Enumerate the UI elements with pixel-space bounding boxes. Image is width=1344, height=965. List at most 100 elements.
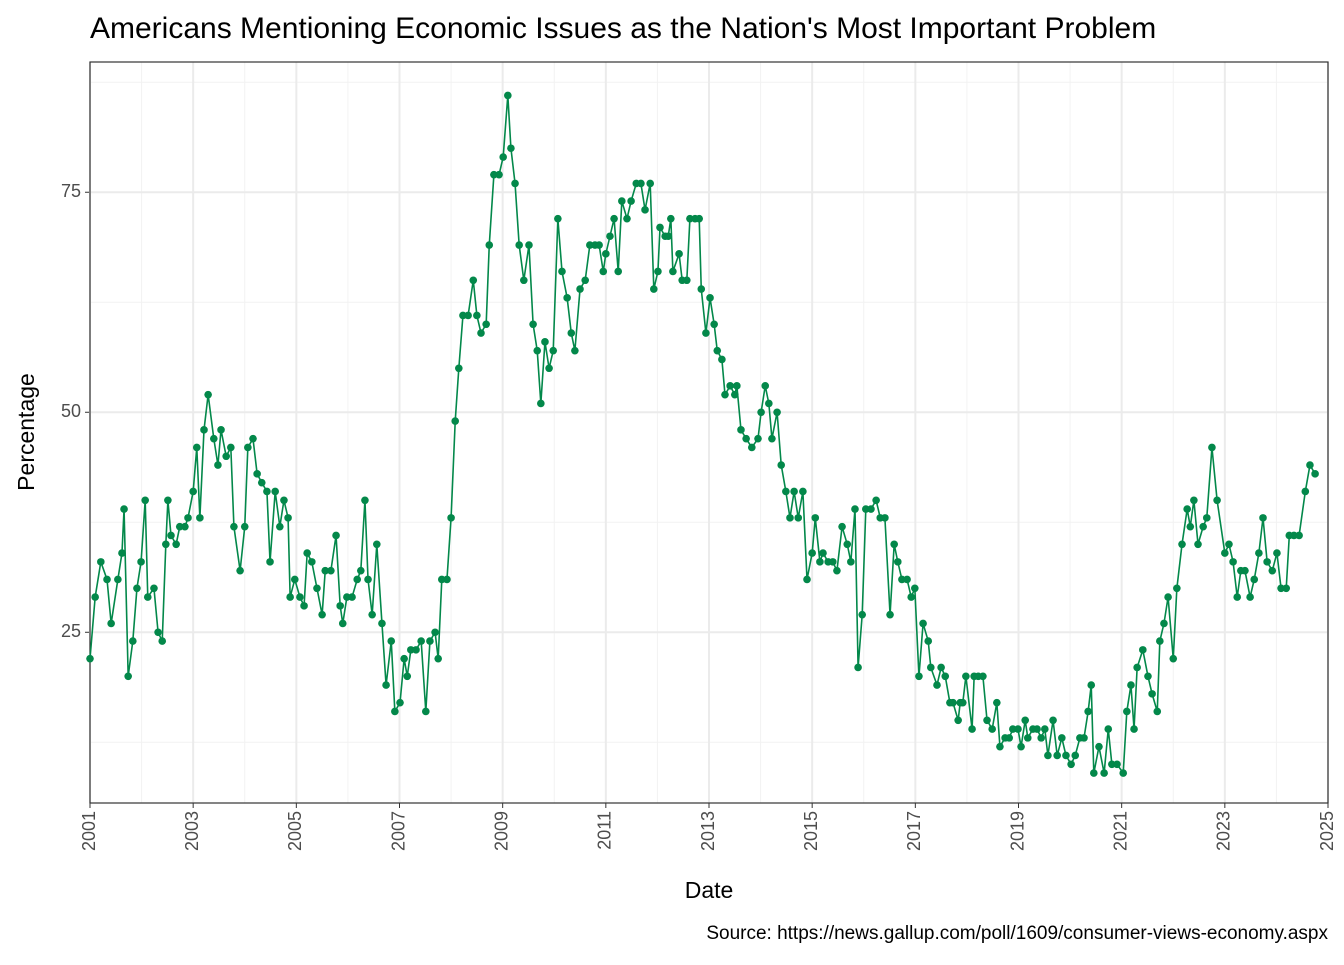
data-point <box>158 637 167 645</box>
data-point <box>919 619 927 628</box>
data-point <box>455 364 463 373</box>
data-point <box>204 390 212 399</box>
data-point <box>482 320 490 329</box>
data-point <box>308 558 316 566</box>
data-point <box>1014 725 1022 733</box>
data-point <box>290 575 299 584</box>
data-point <box>391 707 399 716</box>
data-point <box>993 698 1001 707</box>
data-point <box>1153 707 1162 716</box>
data-point <box>618 197 626 205</box>
data-point <box>911 584 919 593</box>
data-point <box>675 250 683 258</box>
data-point <box>777 461 786 469</box>
data-point <box>1144 672 1152 681</box>
data-point <box>124 672 132 681</box>
data-point <box>1071 751 1080 760</box>
x-tick-label: 2021 <box>1110 811 1130 851</box>
data-point <box>803 575 811 584</box>
data-point <box>477 329 485 337</box>
data-point <box>114 575 122 584</box>
data-point <box>754 434 762 443</box>
data-point <box>434 654 442 663</box>
data-point <box>507 144 515 153</box>
data-point <box>217 426 225 434</box>
data-point <box>794 514 803 522</box>
data-point <box>1183 505 1191 513</box>
x-tick-label: 2003 <box>182 811 202 851</box>
data-point <box>996 742 1004 751</box>
data-point <box>954 716 962 725</box>
y-tick-label: 75 <box>61 181 81 201</box>
data-point <box>431 628 439 637</box>
x-tick-label: 2019 <box>1007 811 1027 851</box>
data-point <box>937 663 945 672</box>
data-point <box>529 320 537 329</box>
data-point <box>1090 769 1098 777</box>
data-point <box>571 346 579 355</box>
data-point <box>563 294 571 302</box>
data-point <box>485 241 494 249</box>
data-point <box>332 531 340 540</box>
data-point <box>1044 751 1052 760</box>
data-point <box>103 575 111 584</box>
data-point <box>222 452 230 461</box>
data-point <box>838 522 846 531</box>
data-point <box>361 496 369 505</box>
data-point <box>733 382 741 390</box>
data-point <box>907 593 916 601</box>
data-point <box>710 320 718 329</box>
data-point <box>650 285 658 293</box>
x-tick-label: 2025 <box>1317 811 1337 851</box>
data-point <box>412 646 420 654</box>
data-point <box>1080 734 1088 742</box>
data-point <box>656 223 664 232</box>
data-point <box>541 338 549 346</box>
data-point <box>933 681 941 689</box>
data-point <box>799 487 807 496</box>
data-point <box>200 426 208 434</box>
data-point <box>515 241 523 249</box>
data-point <box>1199 522 1207 531</box>
data-point <box>1113 760 1121 769</box>
data-point <box>172 540 180 549</box>
data-point <box>1100 769 1108 777</box>
data-point <box>1104 725 1113 733</box>
data-point <box>664 232 673 241</box>
x-tick-label: 2001 <box>79 811 99 851</box>
x-tick-label: 2011 <box>595 811 615 850</box>
data-point <box>1017 742 1025 751</box>
data-point <box>847 558 855 566</box>
data-point <box>829 558 837 566</box>
data-point <box>958 698 967 707</box>
data-point <box>893 558 902 566</box>
data-point <box>761 382 770 390</box>
data-point <box>210 434 218 443</box>
data-point <box>1246 593 1254 601</box>
data-point <box>1229 558 1237 566</box>
data-point <box>353 575 362 584</box>
data-point <box>833 566 841 575</box>
data-point <box>504 91 512 100</box>
data-point <box>1178 540 1186 549</box>
data-point <box>382 681 390 689</box>
caption: Source: https://news.gallup.com/poll/160… <box>706 923 1328 944</box>
data-point <box>695 214 703 223</box>
data-point <box>1037 734 1045 742</box>
data-point <box>263 487 271 496</box>
data-point <box>396 698 404 707</box>
data-point <box>872 496 880 505</box>
data-point <box>742 434 750 443</box>
data-point <box>162 540 170 549</box>
data-point <box>683 276 691 285</box>
data-point <box>511 179 519 188</box>
data-point <box>118 549 126 557</box>
data-point <box>321 566 330 575</box>
data-point <box>141 496 149 505</box>
data-point <box>1156 637 1164 645</box>
data-point <box>1148 690 1156 698</box>
data-point <box>1190 496 1198 505</box>
data-point <box>189 487 197 496</box>
data-point <box>520 276 528 285</box>
data-point <box>718 355 726 364</box>
